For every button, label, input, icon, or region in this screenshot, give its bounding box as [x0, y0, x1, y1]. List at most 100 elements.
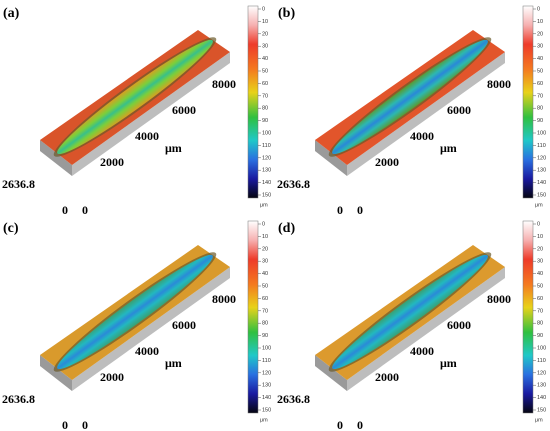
colorbar-tick-label: 60 [262, 81, 268, 87]
colorbar-tick-label: 40 [537, 56, 543, 62]
colorbar-tick-label: 100 [262, 345, 271, 351]
colorbar-tick-label: 20 [537, 31, 543, 37]
colorbar-tick-label: 20 [262, 246, 268, 252]
axis-tick-label: 6000 [447, 318, 471, 332]
colorbar-tick-label: 140 [537, 395, 546, 401]
colorbar [247, 220, 259, 414]
origin-label: 0 [337, 203, 343, 217]
colorbar-tick-label: 80 [537, 106, 543, 112]
panel-label: (c) [3, 221, 19, 236]
colorbar-tick-label: 60 [262, 296, 268, 302]
colorbar-tick-label: 130 [537, 168, 546, 174]
axis-tick-label: 8000 [487, 292, 511, 306]
colorbar-tick-label: 50 [262, 68, 268, 74]
colorbar-tick-label: 130 [537, 383, 546, 389]
axis-tick-label: 4000 [135, 129, 159, 143]
colorbar-tick-label: 50 [537, 68, 543, 74]
colorbar-tick-label: 110 [537, 358, 546, 364]
colorbar-tick-label: 60 [537, 296, 543, 302]
panel: (c) 8000 6000 4000 2000 μm 2636.8 0 0 0 10 20 30 40 50… [2, 220, 271, 431]
colorbar-tick-label: 110 [262, 143, 271, 149]
origin-label: 0 [357, 203, 363, 217]
colorbar-tick-label: 80 [262, 321, 268, 327]
colorbar-tick-label: 90 [537, 333, 543, 339]
axis-tick-label: 2000 [100, 370, 124, 384]
colorbar-tick-label: 70 [262, 308, 268, 314]
colorbar-tick-label: 0 [262, 221, 265, 227]
colorbar-tick-label: 150 [537, 407, 546, 413]
colorbar-tick-label: 50 [262, 283, 268, 289]
colorbar-tick-label: 120 [262, 370, 271, 376]
axis-tick-label: 8000 [487, 77, 511, 91]
colorbar-tick-label: 30 [262, 259, 268, 265]
colorbar-tick-label: 140 [262, 395, 271, 401]
axis-tick-label: 2000 [375, 370, 399, 384]
colorbar-tick-label: 30 [537, 44, 543, 50]
colorbar-tick-label: 10 [537, 19, 543, 25]
axis-tick-label: 2000 [375, 155, 399, 169]
z-label: 2636.8 [2, 177, 35, 191]
trench [332, 254, 488, 370]
axis-tick-label: 4000 [410, 129, 434, 143]
axis-unit: μm [165, 356, 182, 370]
colorbar-tick-label: 70 [537, 93, 543, 99]
panel: (d) 8000 6000 4000 2000 μm 2636.8 0 0 0 10 20 30 40 50… [277, 220, 546, 431]
colorbar-tick-label: 0 [537, 6, 540, 12]
colorbar-tick-label: 40 [537, 271, 543, 277]
colorbar [247, 5, 259, 199]
colorbar-tick-label: 20 [262, 31, 268, 37]
colorbar-tick-label: 0 [537, 221, 540, 227]
colorbar-tick-label: 30 [262, 44, 268, 50]
colorbar-tick-label: 90 [262, 333, 268, 339]
colorbar-tick-label: 10 [262, 19, 268, 25]
origin-label: 0 [62, 203, 68, 217]
axis-unit: μm [165, 141, 182, 155]
colorbar-tick-label: 140 [262, 180, 271, 186]
colorbar-tick-label: 90 [262, 118, 268, 124]
slab-front-face [72, 267, 230, 391]
panel-label: (b) [278, 6, 295, 21]
colorbar-tick-label: 40 [262, 271, 268, 277]
axis-tick-label: 6000 [172, 318, 196, 332]
axis-tick-label: 4000 [135, 344, 159, 358]
colorbar-tick-label: 100 [537, 130, 546, 136]
origin-label: 0 [357, 418, 363, 431]
slab-left-face [40, 140, 72, 176]
z-label: 2636.8 [277, 177, 310, 191]
colorbar-tick-label: 60 [537, 81, 543, 87]
origin-label: 0 [82, 203, 88, 217]
colorbar-tick-label: 120 [262, 155, 271, 161]
colorbar-tick-label: 80 [537, 321, 543, 327]
colorbar-tick-label: 100 [262, 130, 271, 136]
trench [57, 39, 213, 155]
axis-unit: μm [440, 356, 457, 370]
colorbar-tick-label: 30 [537, 259, 543, 265]
colorbar-tick-label: 20 [537, 246, 543, 252]
colorbar-unit: μm [260, 202, 268, 208]
colorbar-tick-label: 40 [262, 56, 268, 62]
colorbar-tick-label: 10 [537, 234, 543, 240]
axis-tick-label: 8000 [212, 77, 236, 91]
colorbar-unit: μm [535, 417, 543, 423]
colorbar-tick-label: 130 [262, 168, 271, 174]
slab-left-face [40, 355, 72, 391]
colorbar-tick-label: 110 [537, 143, 546, 149]
colorbar-tick-label: 10 [262, 234, 268, 240]
trench [332, 39, 488, 155]
slab-left-face [315, 355, 347, 391]
colorbar-tick-label: 150 [537, 192, 546, 198]
colorbar-tick-label: 80 [262, 106, 268, 112]
colorbar-tick-label: 110 [262, 358, 271, 364]
colorbar-tick-label: 100 [537, 345, 546, 351]
origin-label: 0 [62, 418, 68, 431]
colorbar [522, 5, 534, 199]
colorbar-tick-label: 0 [262, 6, 265, 12]
slab-front-face [347, 267, 505, 391]
slab-left-face [315, 140, 347, 176]
z-label: 2636.8 [2, 392, 35, 406]
colorbar-unit: μm [260, 417, 268, 423]
panel-label: (d) [278, 221, 295, 236]
colorbar-tick-label: 70 [262, 93, 268, 99]
